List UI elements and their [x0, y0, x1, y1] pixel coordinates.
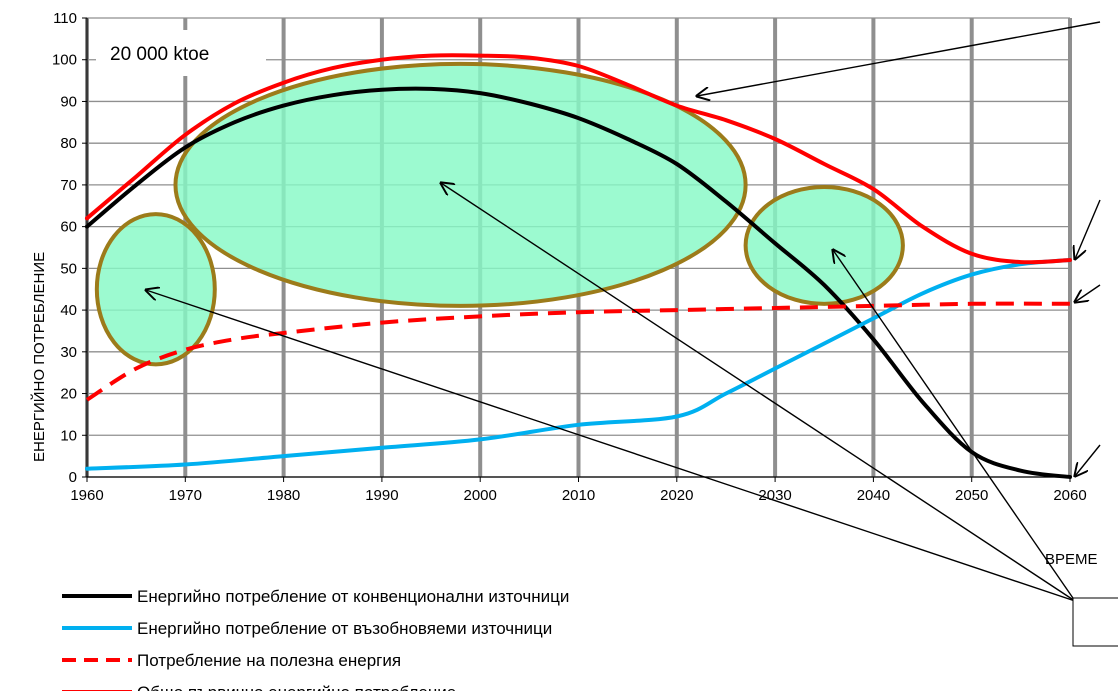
y-tick-label: 60: [60, 219, 77, 236]
annotation-arrow: [1075, 284, 1101, 302]
callout-box: [1072, 597, 1118, 647]
y-axis-title: ЕНЕРГИЙНО ПОТРЕБЛЕНИЕ: [30, 252, 48, 462]
y-tick-label: 70: [60, 177, 77, 194]
y-tick-label: 90: [60, 93, 77, 110]
series-conventional-line: [85, 86, 1072, 479]
highlight-ellipses: [94, 61, 905, 367]
y-tick-label: 80: [60, 135, 77, 152]
series-renewable-line: [85, 258, 1072, 471]
x-tick-label: 2060: [1053, 487, 1086, 504]
annotation-arrow: [441, 183, 1076, 602]
x-tick-label: 2000: [464, 487, 497, 504]
legend-label: Потребление на полезна енергия: [137, 651, 401, 670]
x-tick-label: 2010: [562, 487, 595, 504]
x-tick-label: 1980: [267, 487, 300, 504]
x-tick-label: 2050: [955, 487, 988, 504]
annotation-arrows: [146, 21, 1101, 602]
x-tick-label: 1970: [169, 487, 202, 504]
y-tick-label: 50: [60, 260, 77, 277]
legend-label: Енергийно потребление от конвенционални …: [137, 587, 569, 606]
legend-label: Енергийно потребление от възобновяеми из…: [137, 619, 552, 638]
highlight-ellipse: [94, 212, 217, 367]
series-total-primary-line: [85, 53, 1072, 265]
y-tick-label: 30: [60, 344, 77, 361]
x-tick-label: 2030: [758, 487, 791, 504]
series-lines: [85, 53, 1072, 479]
x-tick-label: 1990: [365, 487, 398, 504]
x-tick-label: 2040: [857, 487, 890, 504]
y-tick-label: 110: [53, 10, 77, 27]
annotation-arrow: [1075, 199, 1101, 259]
highlight-ellipse: [173, 61, 748, 308]
axes: [82, 17, 1071, 482]
annotation-text: 20 000 ktoe: [110, 44, 209, 65]
y-tick-label: 10: [60, 427, 77, 444]
x-tick-label: 2020: [660, 487, 693, 504]
annotation-arrow: [1075, 444, 1101, 476]
x-tick-label: 1960: [70, 487, 103, 504]
y-tick-label: 40: [60, 302, 77, 319]
annotation-arrow: [697, 21, 1101, 96]
x-axis-title: ВРЕМЕ: [1045, 551, 1098, 568]
annotation-arrow: [146, 290, 1076, 602]
y-tick-label: 100: [52, 52, 77, 69]
annotation-arrow: [833, 250, 1076, 602]
annotation-box: [96, 30, 266, 76]
series-useful-energy-line: [85, 301, 1071, 402]
legend-label: Общо първично енергийно потребление: [137, 683, 456, 691]
y-tick-label: 0: [69, 469, 77, 486]
y-tick-label: 20: [60, 386, 77, 403]
legend: Енергийно потребление от конвенционални …: [62, 587, 569, 691]
highlight-ellipse: [743, 184, 905, 306]
